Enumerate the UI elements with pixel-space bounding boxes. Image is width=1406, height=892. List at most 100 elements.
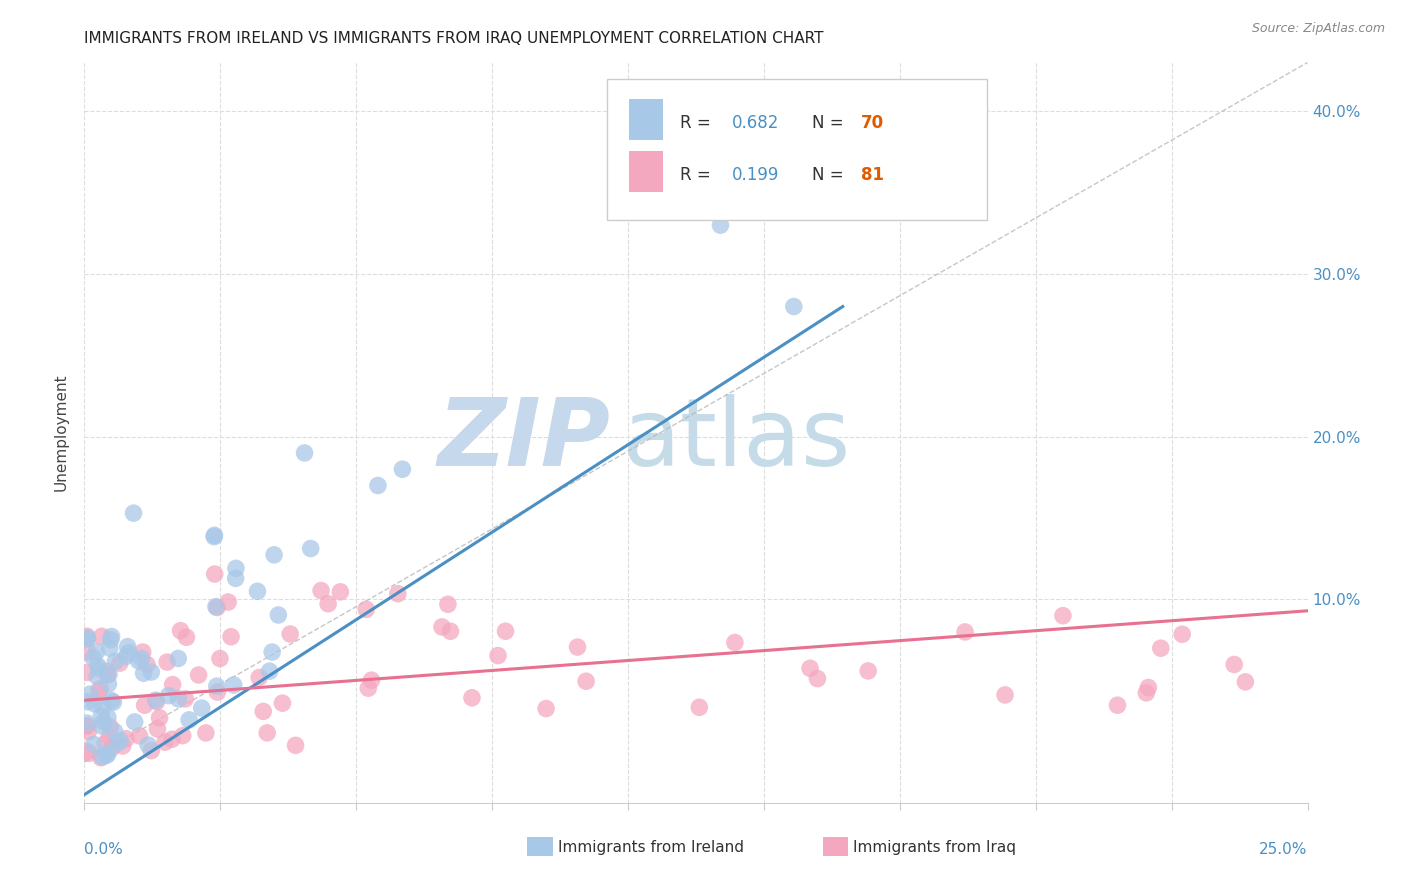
- Point: [153, 735, 176, 749]
- Point: [86, 645, 108, 659]
- Point: [136, 657, 159, 672]
- Point: [122, 506, 145, 520]
- Point: [205, 679, 228, 693]
- Y-axis label: Unemployment: Unemployment: [53, 374, 69, 491]
- Point: [207, 685, 229, 699]
- Point: [278, 627, 301, 641]
- Point: [87, 684, 110, 698]
- Point: [136, 738, 159, 752]
- Point: [100, 740, 122, 755]
- Text: 0.682: 0.682: [731, 114, 779, 132]
- Point: [98, 667, 121, 681]
- Point: [271, 696, 294, 710]
- Point: [495, 624, 517, 639]
- Point: [134, 698, 156, 713]
- Text: 81: 81: [860, 166, 884, 184]
- Point: [256, 726, 278, 740]
- Point: [806, 672, 828, 686]
- Point: [439, 624, 461, 639]
- Point: [91, 749, 114, 764]
- Text: Immigrants from Iraq: Immigrants from Iraq: [853, 840, 1017, 855]
- Point: [162, 678, 184, 692]
- Point: [146, 722, 169, 736]
- Point: [100, 632, 122, 647]
- Point: [1052, 608, 1074, 623]
- Point: [132, 645, 155, 659]
- Point: [76, 719, 98, 733]
- Point: [100, 693, 122, 707]
- Point: [128, 654, 150, 668]
- Point: [179, 713, 201, 727]
- Point: [91, 719, 114, 733]
- Point: [107, 736, 129, 750]
- Point: [104, 724, 127, 739]
- Point: [90, 629, 112, 643]
- Point: [77, 747, 100, 761]
- Text: N =: N =: [813, 166, 849, 184]
- Point: [354, 602, 377, 616]
- Point: [132, 666, 155, 681]
- Point: [167, 691, 190, 706]
- Point: [688, 700, 710, 714]
- Point: [98, 641, 121, 656]
- Point: [128, 729, 150, 743]
- Point: [145, 695, 167, 709]
- Point: [167, 651, 190, 665]
- Text: 0.199: 0.199: [731, 166, 779, 184]
- FancyBboxPatch shape: [628, 99, 664, 140]
- Point: [1171, 627, 1194, 641]
- Point: [1135, 686, 1157, 700]
- Point: [87, 662, 110, 676]
- Point: [219, 630, 242, 644]
- Point: [94, 737, 117, 751]
- Point: [118, 646, 141, 660]
- Point: [208, 651, 231, 665]
- Point: [174, 691, 197, 706]
- Point: [225, 571, 247, 585]
- Point: [90, 750, 112, 764]
- Point: [91, 699, 114, 714]
- Point: [117, 640, 139, 654]
- Point: [77, 724, 100, 739]
- Point: [387, 587, 409, 601]
- Point: [115, 731, 138, 746]
- Point: [246, 584, 269, 599]
- Point: [357, 681, 380, 695]
- Point: [204, 528, 226, 542]
- Text: 25.0%: 25.0%: [1260, 842, 1308, 856]
- Text: N =: N =: [813, 114, 849, 132]
- Point: [98, 730, 121, 744]
- Point: [103, 695, 125, 709]
- Point: [96, 665, 118, 679]
- Point: [1234, 674, 1257, 689]
- Point: [145, 693, 167, 707]
- Point: [1150, 641, 1173, 656]
- Point: [391, 462, 413, 476]
- Point: [316, 597, 339, 611]
- Point: [194, 726, 217, 740]
- Point: [724, 635, 747, 649]
- Point: [367, 478, 389, 492]
- Point: [76, 695, 98, 709]
- Point: [856, 664, 879, 678]
- Point: [430, 620, 453, 634]
- Point: [202, 530, 225, 544]
- Point: [89, 681, 111, 696]
- Point: [100, 720, 122, 734]
- Text: ZIP: ZIP: [437, 394, 610, 486]
- FancyBboxPatch shape: [628, 152, 664, 192]
- Point: [96, 748, 118, 763]
- Point: [222, 678, 245, 692]
- Point: [83, 697, 105, 711]
- Point: [205, 599, 228, 614]
- Point: [83, 737, 105, 751]
- Point: [108, 656, 131, 670]
- Point: [217, 595, 239, 609]
- Point: [76, 744, 98, 758]
- Point: [709, 218, 731, 232]
- Point: [148, 711, 170, 725]
- Point: [567, 640, 589, 654]
- Point: [267, 607, 290, 622]
- Text: atlas: atlas: [623, 394, 851, 486]
- Point: [176, 630, 198, 644]
